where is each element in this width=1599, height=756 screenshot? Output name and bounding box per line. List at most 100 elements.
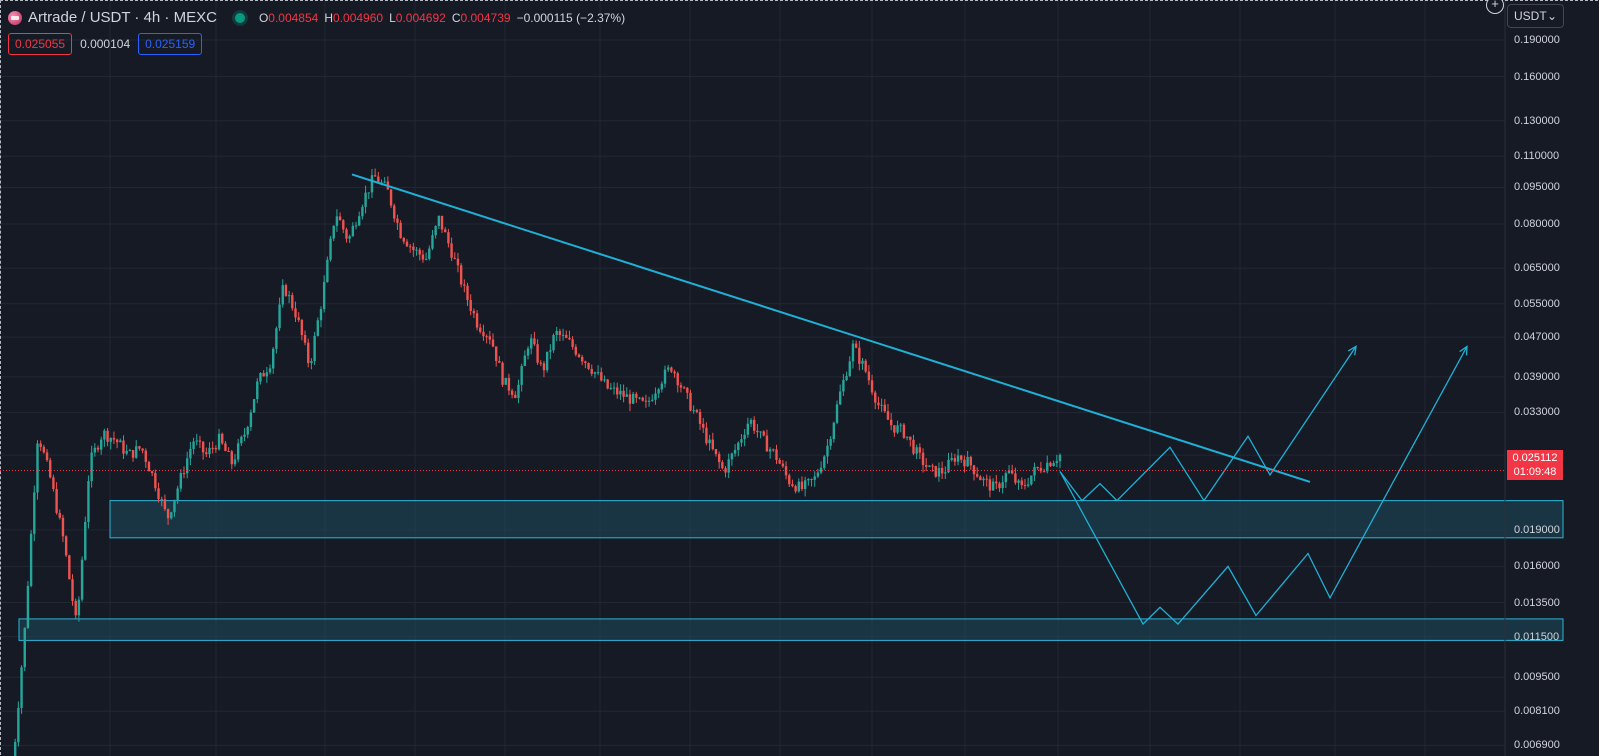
candle-body [303, 335, 307, 343]
support-zone [109, 500, 1564, 539]
candle-body [991, 481, 995, 491]
candle-body [93, 447, 97, 453]
candle-body [335, 216, 339, 226]
current-price-value: 0.025112 [1512, 452, 1558, 464]
candle-body [265, 372, 269, 377]
candle-body [953, 458, 957, 462]
candle-body [1058, 454, 1062, 462]
candle-body [428, 248, 431, 259]
chart-grid [0, 0, 1505, 756]
price-axis-tick-label: 0.160000 [1514, 70, 1560, 83]
candle-body [552, 335, 555, 351]
candle-body [651, 399, 654, 401]
candle-body [402, 238, 406, 242]
candle-body [663, 369, 667, 384]
symbol-title[interactable]: Artrade / USDT · 4h · MEXC [28, 9, 217, 26]
candle-body [96, 447, 100, 450]
market-status-icon[interactable] [234, 12, 245, 23]
candle-body [29, 533, 33, 586]
candle-body [606, 379, 609, 389]
candle-body [444, 229, 447, 233]
candle-body [87, 481, 90, 522]
candle-body [1007, 470, 1011, 474]
buy-button[interactable]: 0.025159 [138, 33, 203, 55]
candle-body [307, 342, 310, 364]
candle-body [839, 391, 842, 405]
candle-body [421, 254, 425, 260]
price-axis-tick-label: 0.065000 [1514, 262, 1560, 275]
artrade-logo-icon [8, 10, 22, 25]
candle-body [233, 459, 237, 465]
candle-body [514, 394, 517, 398]
candle-body [835, 404, 839, 423]
candle-body [125, 450, 128, 454]
candle-body [947, 459, 950, 473]
candle-body [291, 295, 294, 309]
candle-body [217, 433, 221, 450]
candle-body [883, 404, 887, 412]
candle-body [195, 440, 198, 442]
candle-body [724, 468, 727, 473]
ohlc-change: −0.000115 (−2.37%) [516, 10, 626, 25]
candle-body [329, 238, 332, 260]
candle-body [956, 455, 960, 462]
candle-body [128, 450, 132, 452]
candle-body [316, 320, 319, 336]
candle-body [902, 424, 906, 438]
candle-body [832, 422, 836, 440]
add-icon[interactable]: + [1486, 0, 1504, 14]
candle-body [765, 435, 769, 452]
candle-body [686, 387, 689, 393]
candle-body [224, 443, 227, 452]
candle-body [450, 243, 453, 258]
candle-body [361, 206, 364, 217]
candle-body [1020, 480, 1023, 486]
candle-body [504, 377, 507, 385]
candle-body [338, 216, 342, 221]
candle-body [870, 380, 874, 393]
candle-body [367, 192, 370, 194]
candle-body [163, 499, 167, 510]
sell-button[interactable]: 0.025055 [8, 33, 73, 55]
candle-body [482, 331, 485, 337]
ohlc-high: H0.004960 [324, 10, 384, 25]
candle-body [577, 354, 581, 357]
candle-body [39, 443, 42, 447]
candle-body [934, 465, 937, 477]
candle-body [616, 387, 619, 395]
candle-body [358, 216, 361, 226]
candle-body [55, 488, 58, 513]
candle-body [819, 467, 823, 473]
currency-select[interactable]: USDT ⌄ [1507, 4, 1564, 28]
candle-body [345, 229, 348, 239]
candle-body [695, 410, 699, 412]
price-axis-tick-label: 0.006900 [1514, 739, 1560, 752]
candle-body [692, 410, 695, 412]
candle-body [730, 453, 734, 460]
candle-body [26, 585, 30, 628]
candle-body [880, 404, 883, 406]
candle-body [131, 450, 135, 458]
candle-body [733, 449, 737, 454]
candle-body [600, 372, 603, 381]
candle-body [756, 430, 759, 433]
price-axis-tick-label: 0.019000 [1514, 523, 1560, 536]
candle-body [456, 258, 460, 266]
candle-body [972, 465, 976, 475]
candle-body [507, 377, 511, 391]
candlesticks [13, 168, 1062, 756]
candle-body [762, 431, 765, 436]
candle-body [593, 372, 597, 374]
candle-body [262, 373, 265, 377]
candle-body [905, 436, 909, 438]
candle-body [192, 441, 195, 449]
candle-body [689, 392, 692, 411]
price-axis-tick-label: 0.080000 [1514, 218, 1560, 230]
candle-body [278, 304, 281, 329]
candle-body [676, 373, 679, 386]
candle-body [641, 397, 644, 401]
candle-body [198, 440, 202, 442]
candle-body [864, 360, 867, 372]
bar-countdown: 01:09:48 [1513, 466, 1557, 478]
